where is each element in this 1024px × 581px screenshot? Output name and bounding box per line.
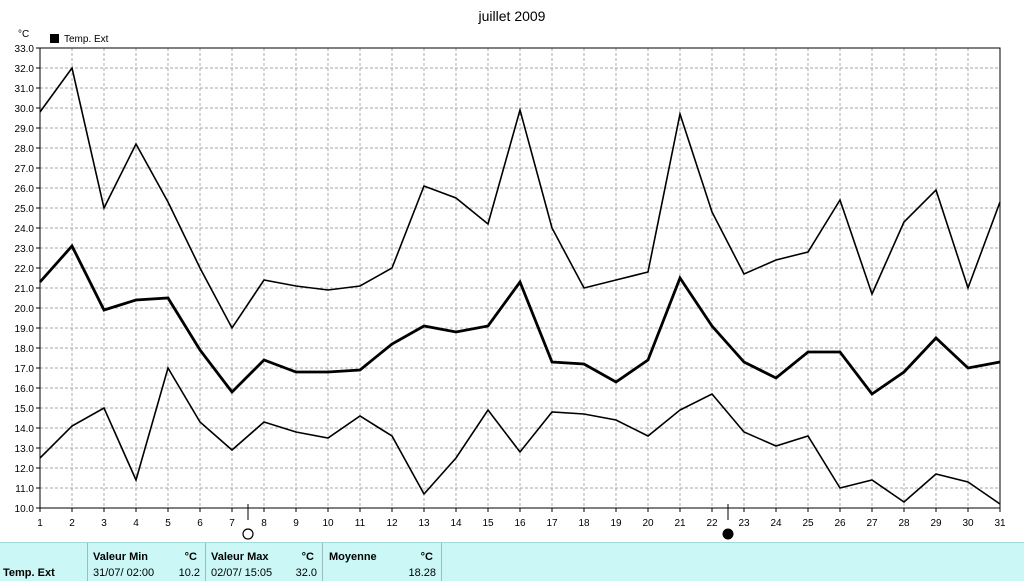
x-tick-label: 18	[578, 518, 590, 529]
stats-min: Valeur Min °C 31/07/ 02:00 10.2	[88, 543, 206, 581]
y-tick-label: 11.0	[15, 484, 34, 495]
x-axis: 1 2 3 4 5 6 7 8 9 10 11 12 13 14 15 16 17 18 19 20 21 22 23 24 2…	[37, 508, 1006, 529]
legend-label: Temp. Ext	[64, 34, 109, 45]
y-tick-label: 33.0	[15, 44, 35, 55]
x-tick-label: 17	[546, 518, 558, 529]
x-tick-label: 11	[355, 518, 366, 529]
x-tick-label: 3	[101, 518, 107, 529]
stats-max: Valeur Max °C 02/07/ 15:05 32.0	[206, 543, 323, 581]
y-tick-label: 16.0	[15, 384, 35, 395]
x-tick-label: 30	[962, 518, 974, 529]
x-tick-label: 10	[322, 518, 334, 529]
y-tick-label: 23.0	[15, 244, 35, 255]
y-tick-label: 27.0	[15, 164, 35, 175]
stats-panel: Temp. Ext Valeur Min °C 31/07/ 02:00 10.…	[0, 542, 1024, 581]
stats-row-label: Temp. Ext	[3, 567, 55, 579]
x-tick-label: 28	[898, 518, 910, 529]
x-tick-label: 4	[133, 518, 139, 529]
moon-phase-markers	[242, 504, 734, 540]
mean-unit: °C	[420, 551, 433, 563]
x-tick-label: 19	[610, 518, 622, 529]
x-tick-label: 27	[866, 518, 878, 529]
x-tick-label: 25	[802, 518, 814, 529]
x-tick-label: 26	[834, 518, 846, 529]
y-tick-label: 14.0	[15, 424, 35, 435]
x-tick-label: 13	[418, 518, 430, 529]
y-tick-label: 31.0	[15, 84, 35, 95]
series-line-min	[39, 365, 1001, 505]
min-value: 10.2	[178, 567, 200, 579]
y-tick-label: 20.0	[15, 304, 35, 315]
min-datetime: 31/07/ 02:00	[93, 567, 155, 579]
x-tick-label: 9	[293, 518, 299, 529]
y-tick-label: 22.0	[15, 264, 35, 275]
min-unit: °C	[184, 551, 197, 563]
y-tick-label: 24.0	[15, 224, 35, 235]
x-tick-label: 22	[706, 518, 718, 529]
max-unit: °C	[301, 551, 314, 563]
y-tick-label: 25.0	[15, 204, 35, 215]
x-tick-label: 7	[229, 518, 235, 529]
y-unit-label: °C	[18, 29, 29, 40]
grid	[40, 48, 1000, 508]
x-tick-label: 20	[642, 518, 654, 529]
y-axis: 10.0 11.0 12.0 13.0 14.0 15.0 16.0 17.0 18.0 19.0…	[15, 44, 40, 515]
x-tick-label: 5	[165, 518, 171, 529]
y-tick-label: 18.0	[15, 344, 35, 355]
x-tick-label: 24	[770, 518, 782, 529]
mean-header: Moyenne	[329, 551, 377, 563]
series-lines	[38, 66, 1001, 505]
max-header: Valeur Max	[211, 551, 269, 563]
x-tick-label: 14	[450, 518, 462, 529]
x-tick-label: 15	[482, 518, 494, 529]
line-chart: juillet 2009 °C Temp. Ext 10.011.012.013…	[15, 8, 1006, 540]
y-tick-label: 29.0	[15, 124, 35, 135]
y-tick-label: 28.0	[15, 144, 35, 155]
series-line-max	[39, 66, 1001, 330]
full-moon-icon	[242, 528, 254, 540]
x-tick-label: 23	[738, 518, 750, 529]
y-tick-label: 19.0	[15, 324, 35, 335]
series-line-mean	[38, 243, 1001, 396]
y-tick-label: 21.0	[15, 284, 35, 295]
x-tick-label: 1	[37, 518, 43, 529]
y-tick-label: 13.0	[15, 444, 35, 455]
y-tick-label: 26.0	[15, 184, 35, 195]
new-moon-icon	[722, 528, 734, 540]
x-tick-label: 8	[261, 518, 267, 529]
chart-title: juillet 2009	[478, 8, 546, 24]
y-tick-label: 32.0	[15, 64, 35, 75]
y-tick-label: 17.0	[15, 364, 35, 375]
y-tick-label: 10.0	[15, 504, 35, 515]
x-tick-label: 6	[197, 518, 203, 529]
x-tick-label: 31	[994, 518, 1006, 529]
x-tick-label: 29	[930, 518, 942, 529]
x-tick-label: 16	[514, 518, 526, 529]
max-datetime: 02/07/ 15:05	[211, 567, 273, 579]
legend-swatch	[50, 34, 59, 43]
x-tick-label: 21	[674, 518, 686, 529]
y-tick-label: 12.0	[15, 464, 35, 475]
max-value: 32.0	[295, 567, 317, 579]
x-tick-label: 12	[386, 518, 398, 529]
y-tick-label: 15.0	[15, 404, 35, 415]
x-tick-label: 2	[69, 518, 75, 529]
stats-mean: Moyenne °C 18.28	[323, 543, 442, 581]
min-header: Valeur Min	[93, 551, 149, 563]
mean-value: 18.28	[408, 567, 436, 579]
y-tick-label: 30.0	[15, 104, 35, 115]
